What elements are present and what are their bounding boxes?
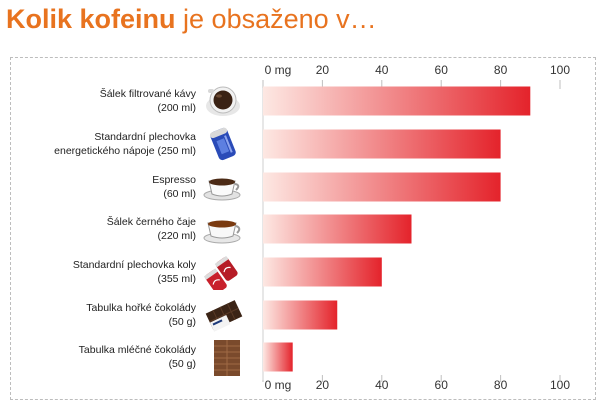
category-label-line: Tabulka hořké čokolády <box>86 302 196 314</box>
category-label-line: Šálek černého čaje <box>106 216 196 228</box>
category-label-line: (220 ml) <box>157 230 196 242</box>
category-label-line: Standardní plechovka koly <box>72 259 196 271</box>
tick-label: 80 <box>494 63 508 77</box>
title-rest: je obsaženo v… <box>183 4 377 34</box>
category-label: Espresso (60 ml) <box>0 173 196 201</box>
category-label-line: (50 g) <box>168 358 196 370</box>
category-label-line: (200 ml) <box>157 102 196 114</box>
category-label-line: (50 g) <box>168 316 196 328</box>
bar <box>263 214 412 244</box>
bar <box>263 172 501 202</box>
milk-chocolate-bar-icon <box>211 338 243 383</box>
bar <box>263 86 531 116</box>
category-label-line: Standardní plechovka <box>94 131 196 143</box>
tea-cup-icon <box>202 214 242 249</box>
bar <box>263 300 338 330</box>
category-label-line: energetického nápoje (250 ml) <box>54 145 196 157</box>
tick-label: 20 <box>316 378 330 392</box>
category-label-line: Tabulka mléčné čokolády <box>78 344 196 356</box>
tick-label: 60 <box>435 378 449 392</box>
category-label: Standardní plechovka koly (355 ml) <box>0 258 196 286</box>
category-label: Standardní plechovka energetického nápoje… <box>0 130 196 158</box>
dark-chocolate-bar-icon <box>205 298 243 337</box>
category-label-line: (355 ml) <box>157 273 196 285</box>
tick-label: 100 <box>550 378 570 392</box>
tick-label: 80 <box>494 378 508 392</box>
espresso-cup-icon <box>202 172 242 207</box>
tick-label: 0 mg <box>265 378 292 392</box>
category-label-line: Espresso <box>152 174 196 186</box>
x-axis-top: 0 mg 20 40 60 80 100 <box>262 63 570 89</box>
energy-drink-can-icon <box>206 126 240 167</box>
tick-label: 100 <box>550 63 570 77</box>
page-title: Kolik kofeinu je obsaženo v… <box>6 4 377 35</box>
category-label-line: Šálek filtrované kávy <box>99 88 196 100</box>
tick-label: 0 mg <box>265 63 292 77</box>
tick-label: 60 <box>435 63 449 77</box>
bar <box>263 342 293 372</box>
category-label-line: (60 ml) <box>163 188 196 200</box>
category-label: Tabulka mléčné čokolády (50 g) <box>0 343 196 371</box>
x-axis-bottom: 0 mg 20 40 60 80 100 <box>262 375 570 392</box>
coffee-cup-icon <box>205 84 241 123</box>
bars <box>262 86 531 380</box>
bar <box>263 257 382 287</box>
bar <box>263 129 501 159</box>
chart-frame <box>10 57 596 400</box>
category-label: Šálek černého čaje (220 ml) <box>0 215 196 243</box>
tick-label: 40 <box>375 378 389 392</box>
tick-label: 20 <box>316 63 330 77</box>
tick-label: 40 <box>375 63 389 77</box>
title-bold: Kolik kofeinu <box>6 4 176 34</box>
cola-cans-icon <box>201 255 241 295</box>
category-label: Šálek filtrované kávy (200 ml) <box>0 87 196 115</box>
category-label: Tabulka hořké čokolády (50 g) <box>0 301 196 329</box>
